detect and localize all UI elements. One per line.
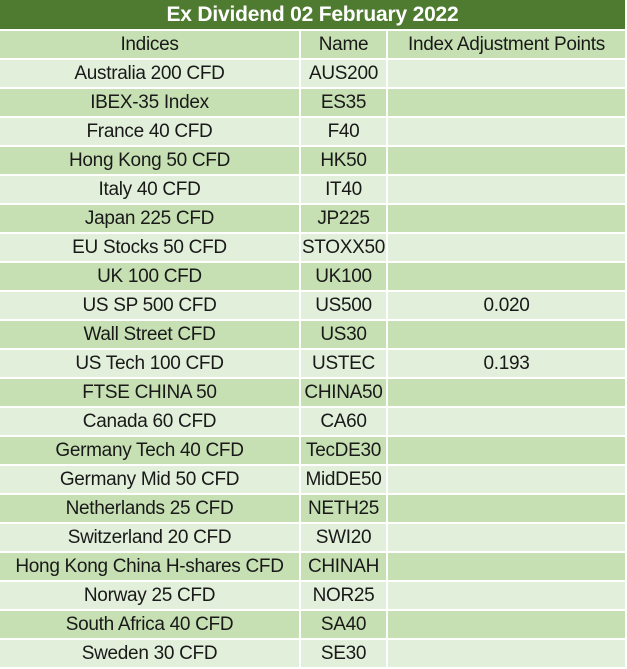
indices-cell: US Tech 100 CFD [0,350,299,377]
table-title: Ex Dividend 02 February 2022 [0,0,625,29]
indices-cell: EU Stocks 50 CFD [0,234,299,261]
name-cell: CHINAH [301,553,386,580]
adjustment-points-cell [388,321,625,348]
indices-cell: Germany Tech 40 CFD [0,437,299,464]
name-cell: STOXX50 [301,234,386,261]
column-header-indices: Indices [0,31,299,58]
table-row: Germany Mid 50 CFD MidDE50 [0,466,627,493]
adjustment-points-cell [388,495,625,522]
indices-cell: South Africa 40 CFD [0,611,299,638]
name-cell: TecDE30 [301,437,386,464]
adjustment-points-cell [388,408,625,435]
table-row: Hong Kong China H-shares CFD CHINAH [0,553,627,580]
adjustment-points-cell: 0.020 [388,292,625,319]
table-row: UK 100 CFD UK100 [0,263,627,290]
table-row: Norway 25 CFD NOR25 [0,582,627,609]
name-cell: US500 [301,292,386,319]
indices-cell: IBEX-35 Index [0,89,299,116]
adjustment-points-cell [388,582,625,609]
table-row: Hong Kong 50 CFD HK50 [0,147,627,174]
name-cell: USTEC [301,350,386,377]
indices-cell: Germany Mid 50 CFD [0,466,299,493]
adjustment-points-cell [388,147,625,174]
adjustment-points-cell [388,118,625,145]
indices-cell: Norway 25 CFD [0,582,299,609]
adjustment-points-cell [388,466,625,493]
name-cell: CHINA50 [301,379,386,406]
name-cell: NETH25 [301,495,386,522]
name-cell: HK50 [301,147,386,174]
column-header-index-adjustment-points: Index Adjustment Points [388,31,625,58]
indices-cell: Hong Kong China H-shares CFD [0,553,299,580]
adjustment-points-cell [388,60,625,87]
indices-cell: UK 100 CFD [0,263,299,290]
indices-cell: Hong Kong 50 CFD [0,147,299,174]
table-body: Australia 200 CFD AUS200 IBEX-35 Index ES35… [0,60,627,667]
table-row: Netherlands 25 CFD NETH25 [0,495,627,522]
table-row: Japan 225 CFD JP225 [0,205,627,232]
indices-cell: Switzerland 20 CFD [0,524,299,551]
table-row: Switzerland 20 CFD SWI20 [0,524,627,551]
indices-cell: Italy 40 CFD [0,176,299,203]
indices-cell: Canada 60 CFD [0,408,299,435]
table-row: Australia 200 CFD AUS200 [0,60,627,87]
name-cell: F40 [301,118,386,145]
table-row: Wall Street CFD US30 [0,321,627,348]
adjustment-points-cell [388,553,625,580]
name-cell: SE30 [301,640,386,667]
name-cell: CA60 [301,408,386,435]
name-cell: ES35 [301,89,386,116]
table-row: Canada 60 CFD CA60 [0,408,627,435]
name-cell: NOR25 [301,582,386,609]
name-cell: SA40 [301,611,386,638]
name-cell: SWI20 [301,524,386,551]
adjustment-points-cell [388,524,625,551]
column-header-name: Name [301,31,386,58]
table-row: EU Stocks 50 CFD STOXX50 [0,234,627,261]
indices-cell: Netherlands 25 CFD [0,495,299,522]
adjustment-points-cell [388,234,625,261]
table-row: South Africa 40 CFD SA40 [0,611,627,638]
adjustment-points-cell [388,263,625,290]
indices-cell: Wall Street CFD [0,321,299,348]
adjustment-points-cell [388,89,625,116]
name-cell: MidDE50 [301,466,386,493]
table-row: FTSE CHINA 50 CHINA50 [0,379,627,406]
table-row: US SP 500 CFD US500 0.020 [0,292,627,319]
name-cell: JP225 [301,205,386,232]
table-row: Germany Tech 40 CFD TecDE30 [0,437,627,464]
indices-cell: US SP 500 CFD [0,292,299,319]
table-row: Italy 40 CFD IT40 [0,176,627,203]
adjustment-points-cell [388,176,625,203]
name-cell: AUS200 [301,60,386,87]
adjustment-points-cell [388,379,625,406]
indices-cell: FTSE CHINA 50 [0,379,299,406]
name-cell: UK100 [301,263,386,290]
adjustment-points-cell: 0.193 [388,350,625,377]
indices-cell: Sweden 30 CFD [0,640,299,667]
adjustment-points-cell [388,437,625,464]
table-row: US Tech 100 CFD USTEC 0.193 [0,350,627,377]
header-row: Indices Name Index Adjustment Points [0,31,627,58]
indices-cell: Australia 200 CFD [0,60,299,87]
adjustment-points-cell [388,205,625,232]
adjustment-points-cell [388,611,625,638]
name-cell: IT40 [301,176,386,203]
adjustment-points-cell [388,640,625,667]
table-row: IBEX-35 Index ES35 [0,89,627,116]
indices-cell: Japan 225 CFD [0,205,299,232]
table-row: Sweden 30 CFD SE30 [0,640,627,667]
name-cell: US30 [301,321,386,348]
table-row: France 40 CFD F40 [0,118,627,145]
indices-cell: France 40 CFD [0,118,299,145]
